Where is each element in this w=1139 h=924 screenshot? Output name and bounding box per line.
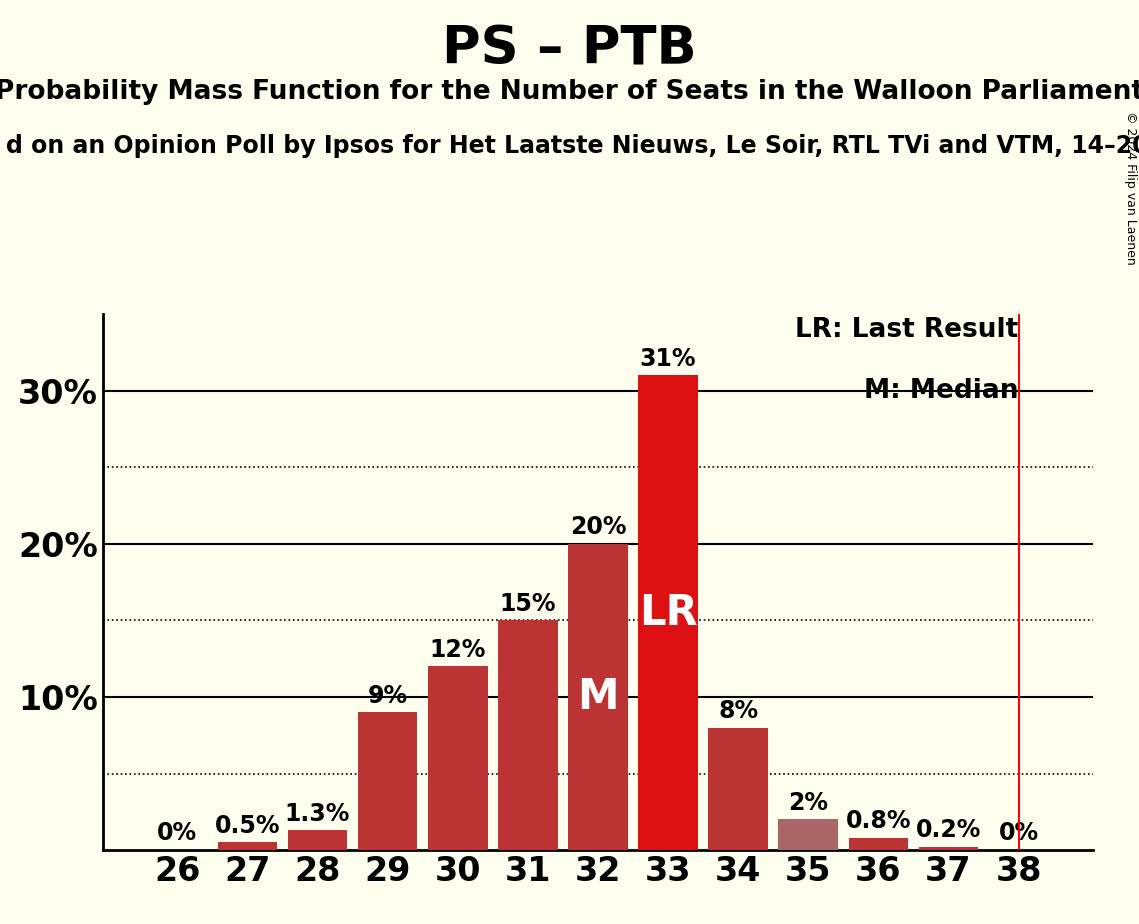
Text: LR: Last Result: LR: Last Result [795,317,1018,343]
Text: 0.2%: 0.2% [916,819,981,843]
Text: 9%: 9% [368,684,408,708]
Text: 12%: 12% [429,638,486,662]
Text: d on an Opinion Poll by Ipsos for Het Laatste Nieuws, Le Soir, RTL TVi and VTM, : d on an Opinion Poll by Ipsos for Het La… [6,134,1139,158]
Bar [428,666,487,850]
Text: 0%: 0% [999,821,1039,845]
Text: Probability Mass Function for the Number of Seats in the Walloon Parliament: Probability Mass Function for the Number… [0,79,1139,104]
Bar [218,843,277,850]
Bar [358,712,418,850]
Text: 15%: 15% [500,591,556,615]
Bar [288,830,347,850]
Bar [708,727,768,850]
Text: 1.3%: 1.3% [285,802,351,825]
Text: 0%: 0% [157,821,197,845]
Text: 20%: 20% [570,516,626,540]
Text: 31%: 31% [640,346,696,371]
Text: 2%: 2% [788,791,828,815]
Text: PS – PTB: PS – PTB [442,23,697,75]
Text: 8%: 8% [718,699,759,723]
Bar [638,375,698,850]
Text: M: Median: M: Median [865,379,1018,405]
Text: 0.5%: 0.5% [214,814,280,838]
Bar [919,847,978,850]
Text: M: M [577,676,618,718]
Text: 0.8%: 0.8% [845,809,911,833]
Text: © 2024 Filip van Laenen: © 2024 Filip van Laenen [1124,111,1137,264]
Bar [778,820,838,850]
Bar [568,544,628,850]
Text: LR: LR [639,591,697,634]
Bar [498,620,558,850]
Bar [849,838,908,850]
